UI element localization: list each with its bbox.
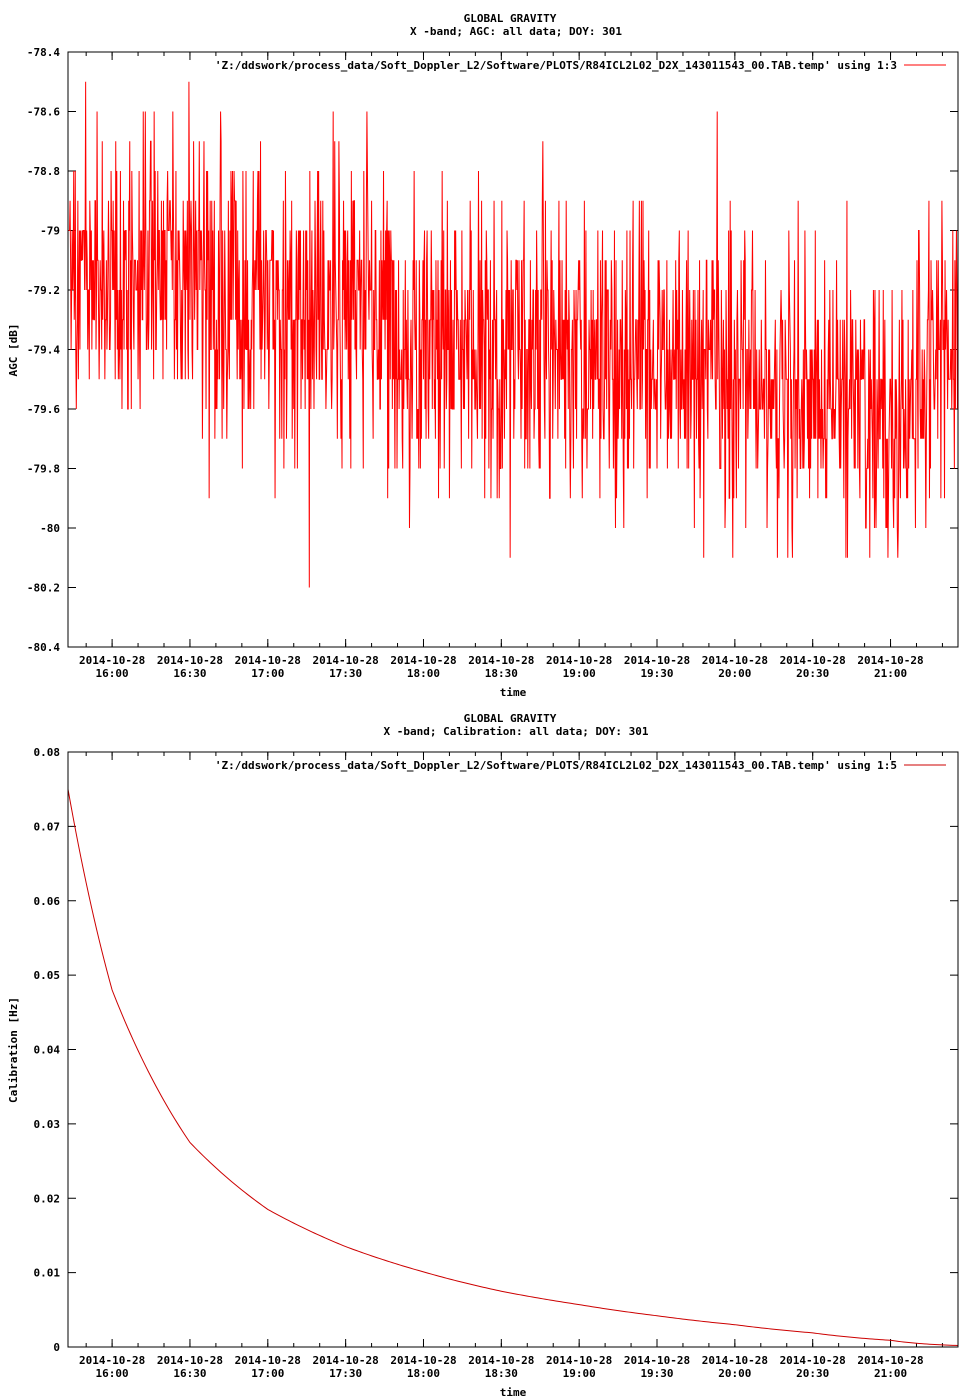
x-tick-date-label: 2014-10-28 [79, 654, 145, 667]
x-tick-date-label: 2014-10-28 [702, 654, 768, 667]
x-tick-time-label: 21:00 [874, 1367, 907, 1380]
chart-subtitle: X -band; Calibration: all data; DOY: 301 [384, 725, 649, 738]
y-tick-label: -78.8 [27, 165, 60, 178]
x-tick-date-label: 2014-10-28 [857, 654, 923, 667]
y-tick-label: -80 [40, 522, 60, 535]
x-tick-time-label: 17:30 [329, 667, 362, 680]
y-axis-label: AGC [dB] [7, 324, 20, 377]
x-tick-time-label: 18:00 [407, 1367, 440, 1380]
x-tick-time-label: 17:30 [329, 1367, 362, 1380]
data-series-line [68, 81, 958, 588]
y-tick-label: -78.6 [27, 106, 60, 119]
x-tick-date-label: 2014-10-28 [157, 654, 223, 667]
x-tick-date-label: 2014-10-28 [235, 1354, 301, 1367]
x-tick-date-label: 2014-10-28 [390, 654, 456, 667]
x-tick-time-label: 16:30 [173, 667, 206, 680]
x-tick-date-label: 2014-10-28 [313, 1354, 379, 1367]
x-tick-time-label: 20:00 [718, 667, 751, 680]
x-tick-date-label: 2014-10-28 [702, 1354, 768, 1367]
x-tick-date-label: 2014-10-28 [857, 1354, 923, 1367]
x-tick-time-label: 16:00 [96, 1367, 129, 1380]
x-tick-time-label: 20:30 [796, 667, 829, 680]
calibration-chart: GLOBAL GRAVITY X -band; Calibration: all… [7, 712, 959, 1399]
y-tick-label: -78.4 [27, 46, 60, 59]
x-tick-date-label: 2014-10-28 [546, 1354, 612, 1367]
x-tick-time-label: 19:00 [563, 1367, 596, 1380]
y-tick-label: -79.4 [27, 344, 60, 357]
x-tick-time-label: 19:30 [640, 667, 673, 680]
x-tick-time-label: 16:30 [173, 1367, 206, 1380]
x-tick-date-label: 2014-10-28 [235, 654, 301, 667]
chart-title: GLOBAL GRAVITY [464, 712, 557, 725]
chart-subtitle: X -band; AGC: all data; DOY: 301 [410, 25, 622, 38]
chart-title: GLOBAL GRAVITY [464, 12, 557, 25]
x-tick-time-label: 18:30 [485, 667, 518, 680]
x-tick-date-label: 2014-10-28 [624, 1354, 690, 1367]
y-tick-label: -80.2 [27, 582, 60, 595]
x-tick-time-label: 19:00 [563, 667, 596, 680]
x-tick-time-label: 20:30 [796, 1367, 829, 1380]
x-tick-time-label: 18:30 [485, 1367, 518, 1380]
x-tick-date-label: 2014-10-28 [468, 654, 534, 667]
y-tick-label: 0.02 [34, 1192, 61, 1205]
x-tick-time-label: 17:00 [251, 667, 284, 680]
plot-frame [67, 51, 959, 648]
y-tick-label: 0.08 [34, 746, 61, 759]
y-axis-label: Calibration [Hz] [7, 997, 20, 1103]
x-tick-date-label: 2014-10-28 [780, 1354, 846, 1367]
y-tick-label: -79.6 [27, 403, 60, 416]
y-tick-label: 0.03 [34, 1118, 61, 1131]
y-tick-label: -79.8 [27, 463, 60, 476]
y-tick-label: -79.2 [27, 284, 60, 297]
x-tick-time-label: 20:00 [718, 1367, 751, 1380]
x-tick-date-label: 2014-10-28 [157, 1354, 223, 1367]
x-tick-time-label: 16:00 [96, 667, 129, 680]
y-tick-label: 0.01 [34, 1267, 61, 1280]
x-axis-label: time [500, 686, 527, 699]
x-tick-time-label: 19:30 [640, 1367, 673, 1380]
y-tick-label: 0.05 [34, 969, 61, 982]
x-tick-date-label: 2014-10-28 [390, 1354, 456, 1367]
x-tick-date-label: 2014-10-28 [313, 654, 379, 667]
y-tick-label: -79 [40, 225, 60, 238]
x-axis-label: time [500, 1386, 527, 1399]
x-tick-time-label: 21:00 [874, 667, 907, 680]
data-series-line [67, 789, 959, 1347]
y-tick-label: 0 [53, 1341, 60, 1354]
plot-frame [67, 751, 959, 1348]
y-tick-label: 0.06 [34, 895, 61, 908]
y-tick-label: 0.04 [34, 1044, 61, 1057]
agc-chart: GLOBAL GRAVITY X -band; AGC: all data; D… [7, 12, 959, 699]
x-tick-time-label: 18:00 [407, 667, 440, 680]
legend-label: 'Z:/ddswork/process_data/Soft_Doppler_L2… [215, 759, 897, 772]
x-tick-date-label: 2014-10-28 [79, 1354, 145, 1367]
y-tick-label: 0.07 [34, 820, 61, 833]
x-tick-date-label: 2014-10-28 [468, 1354, 534, 1367]
x-tick-date-label: 2014-10-28 [780, 654, 846, 667]
x-tick-date-label: 2014-10-28 [546, 654, 612, 667]
x-tick-time-label: 17:00 [251, 1367, 284, 1380]
y-tick-label: -80.4 [27, 641, 60, 654]
x-tick-date-label: 2014-10-28 [624, 654, 690, 667]
legend-label: 'Z:/ddswork/process_data/Soft_Doppler_L2… [215, 59, 897, 72]
